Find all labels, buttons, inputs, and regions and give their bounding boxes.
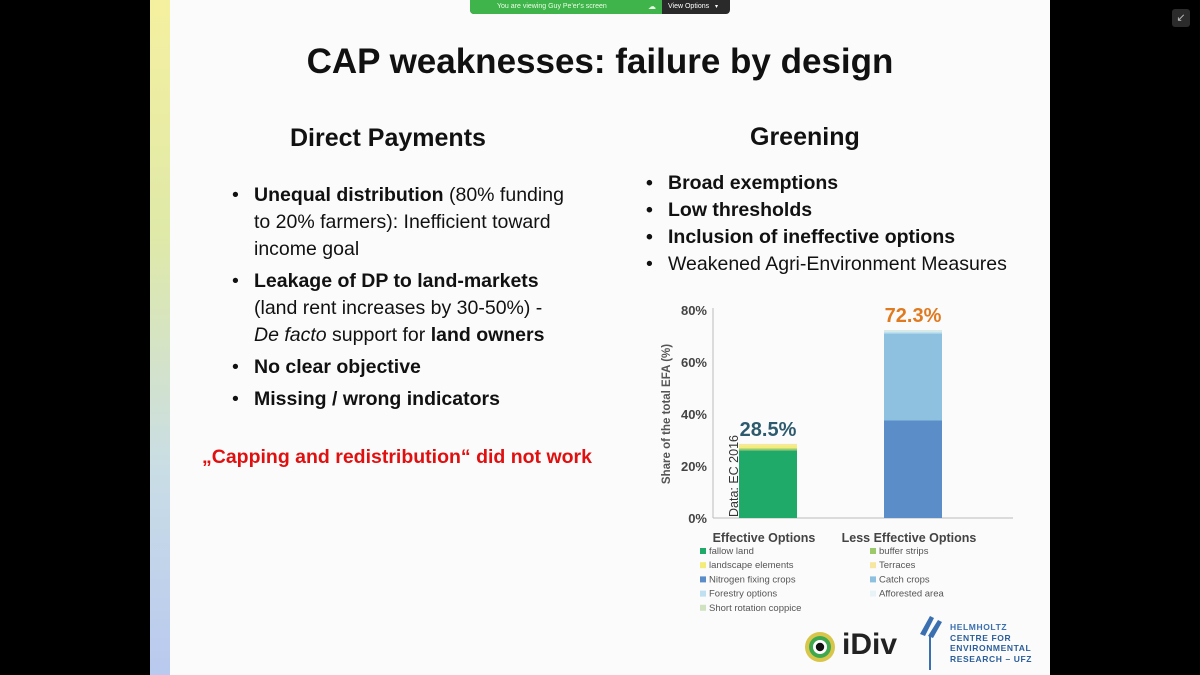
list-item: Leakage of DP to land-markets (land rent… [232,268,572,349]
idiv-logo-icon [805,632,835,662]
bar-total-label: 28.5% [740,419,797,441]
idiv-logo-text: iDiv [842,628,898,661]
bar-segment [739,443,797,446]
y-tick-label: 40% [681,407,707,422]
item-bold: Unequal distribution [254,184,444,206]
ufz-line: RESEARCH – UFZ [950,653,1033,664]
bar-segment [884,331,942,334]
legend-item: fallow land [709,546,754,557]
list-item: Broad exemptions [646,170,1046,197]
legend-swatch [870,562,876,569]
item-text: support for [326,324,431,346]
view-options-button[interactable]: View Options [668,3,710,10]
y-tick-label: 80% [681,303,707,318]
data-source-annotation: Data: EC 2016 [727,435,741,517]
y-axis-label: Share of the total EFA (%) [661,344,673,484]
cloud-icon[interactable]: ☁ [648,2,656,11]
legend-item: landscape elements [709,560,794,571]
share-indicator [470,0,662,14]
legend-swatch [700,548,706,554]
legend-item: Forestry options [709,589,777,600]
bar-segment [739,448,797,451]
greening-list: Broad exemptionsLow thresholdsInclusion … [646,170,1046,278]
slide-title: CAP weaknesses: failure by design [306,42,894,81]
slide: CAP weaknesses: failure by design Direct… [150,0,1050,675]
list-item: Missing / wrong indicators [232,386,572,413]
legend-item: Afforested area [879,589,945,600]
bar-total-label: 72.3% [885,305,942,327]
bar-segment [884,330,942,331]
slide-accent-strip [150,0,170,675]
ufz-line: HELMHOLTZ [950,622,1008,632]
y-tick-label: 0% [688,511,707,526]
legend-item: Catch crops [879,574,930,585]
item-bold: No clear objective [254,356,421,378]
legend-item: Nitrogen fixing crops [709,574,796,585]
list-item: Low thresholds [646,197,1046,224]
direct-payments-list: Unequal distribution (80% funding to 20%… [232,182,572,418]
legend-swatch [700,604,706,611]
ufz-line: ENVIRONMENTAL [950,643,1032,653]
item-text: (land rent increases by 30-50%) - [254,297,543,319]
chevron-down-icon[interactable]: ▾ [715,4,719,10]
legend-item: Short rotation coppice [709,603,801,614]
legend-swatch [870,590,876,597]
y-tick-label: 60% [681,355,707,370]
item-text: (80% funding to 20% farmers): Inefficien… [254,184,564,260]
y-tick-label: 20% [681,459,707,474]
redistribution-note: „Capping and redistribution“ did not wor… [202,446,592,468]
legend-swatch [870,548,876,554]
list-item: Inclusion of ineffective options [646,224,1046,251]
list-item: Weakened Agri-Environment Measures [646,251,1046,278]
legend-swatch [700,562,706,569]
list-item: Unequal distribution (80% funding to 20%… [232,182,572,263]
bar-segment [884,330,942,332]
ufz-logo-icon [920,616,942,670]
legend-swatch [870,576,876,583]
legend-swatch [700,576,706,583]
greening-heading: Greening [750,123,860,151]
bar-segment [739,445,797,449]
x-tick-label: Effective Options [713,531,816,545]
ufz-logo-text: HELMHOLTZ CENTRE FOR ENVIRONMENTAL RESEA… [950,622,1032,664]
share-status-text: You are viewing Guy Pe'er's screen [497,3,607,10]
exit-fullscreen-icon[interactable]: ↙ [1172,9,1190,27]
x-tick-label: Less Effective Options [842,531,977,545]
bar-segment [739,450,797,518]
legend-item: buffer strips [879,546,929,557]
legend-swatch [700,590,706,597]
item-bold: land owners [430,324,545,346]
list-item: No clear objective [232,354,572,381]
item-italic: De facto [254,324,327,346]
bar-segment [884,420,942,518]
efa-chart: 0% 20% 40% 60% 80% Share of the total EFA (%)… [661,303,1013,614]
legend-item: Terraces [879,560,916,571]
direct-payments-heading: Direct Payments [290,124,486,152]
screen-share-banner: You are viewing Guy Pe'er's screen ☁ Vie… [470,0,730,14]
item-bold: Missing / wrong indicators [254,388,500,410]
ufz-line: CENTRE FOR [950,632,1012,643]
bar-segment [884,333,942,421]
item-bold: Leakage of DP to land-markets [254,270,539,292]
